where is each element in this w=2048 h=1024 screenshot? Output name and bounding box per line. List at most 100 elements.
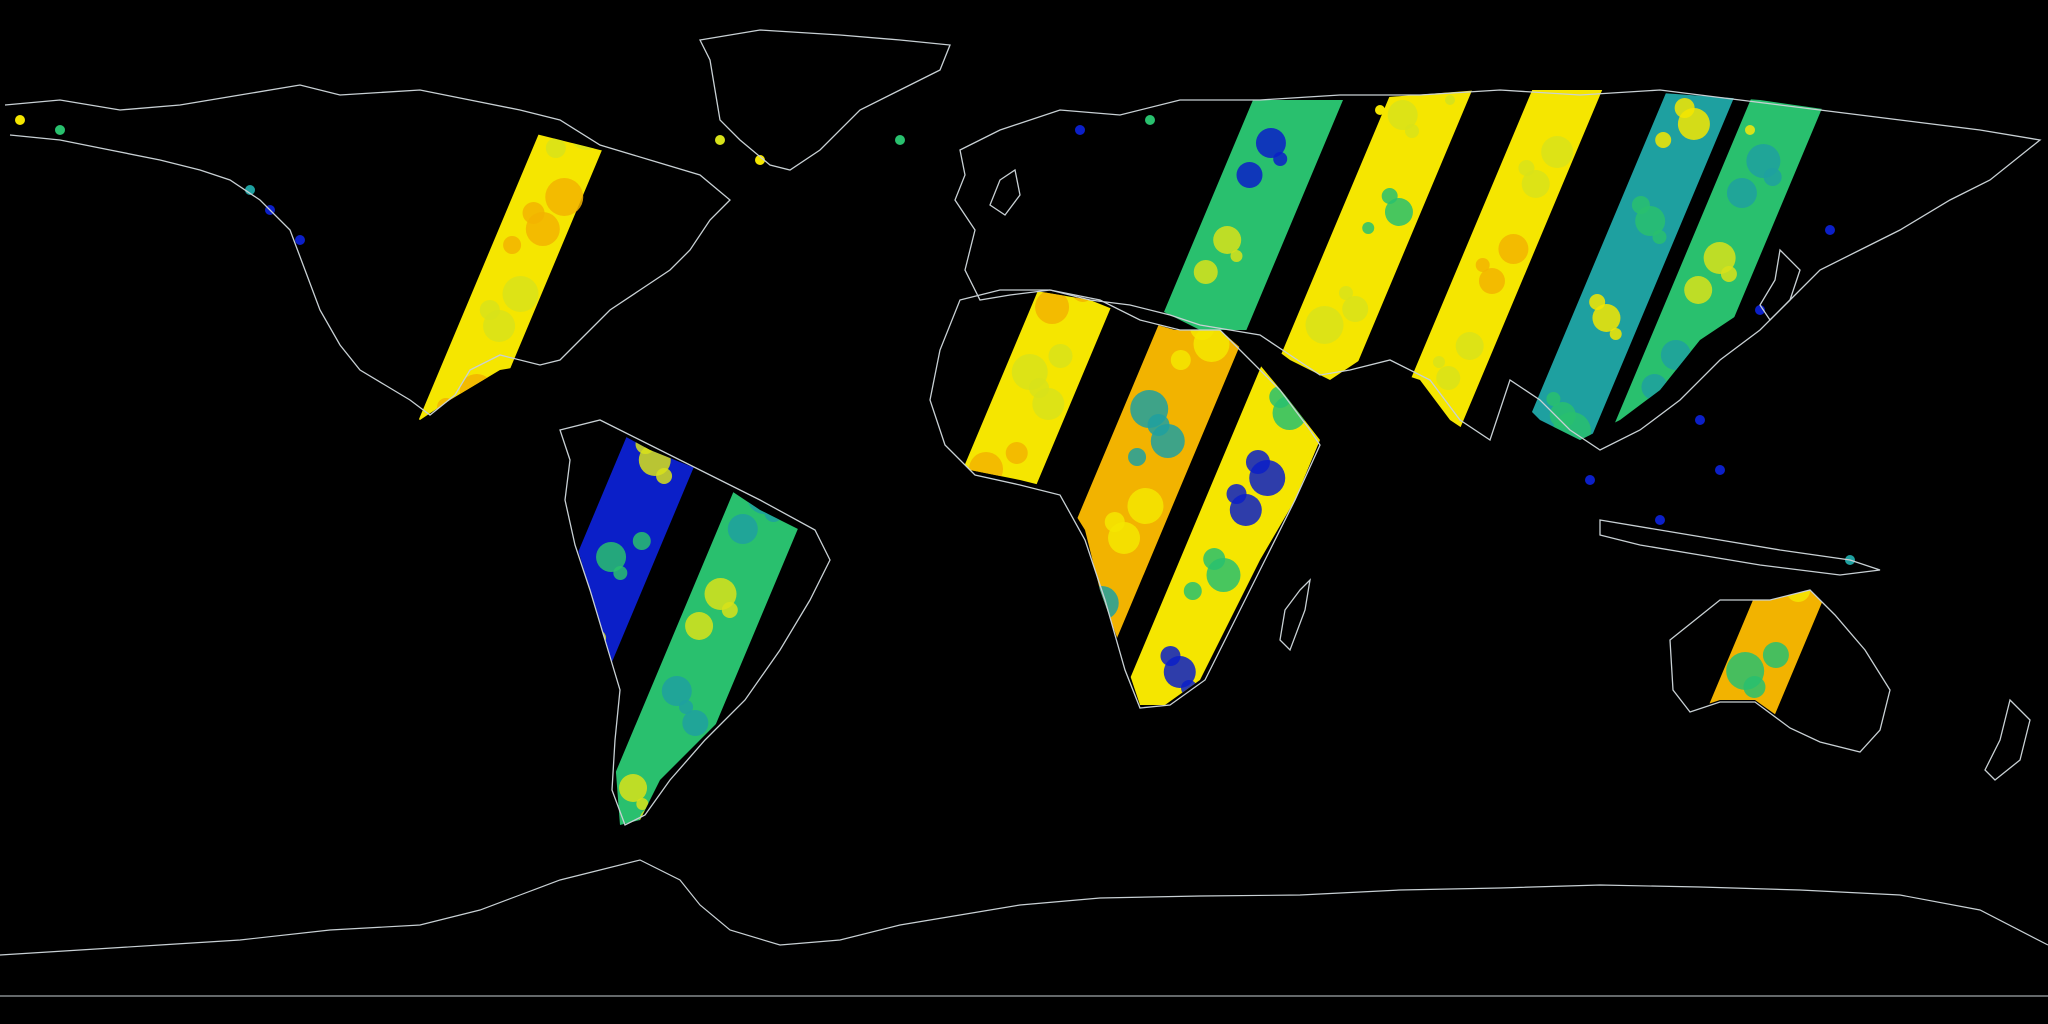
swath-texture	[1584, 680, 1622, 718]
swath-texture	[1299, 394, 1324, 418]
swath-texture	[807, 420, 820, 426]
swath-texture	[873, 244, 893, 264]
swath-texture	[1367, 518, 1379, 530]
swath-texture	[748, 184, 782, 218]
swath-texture	[661, 676, 692, 706]
swath-texture	[1716, 730, 1729, 742]
swath-texture	[590, 630, 607, 646]
swath-texture	[1370, 528, 1394, 552]
coast-new-zealand	[1984, 698, 2031, 781]
swath-texture	[1305, 306, 1344, 344]
swath-texture	[901, 672, 915, 686]
swath-texture	[678, 336, 700, 358]
swath-fill	[950, 90, 1406, 440]
swath-texture	[1255, 128, 1286, 158]
swath-texture	[1272, 396, 1307, 430]
swath-texture	[1138, 778, 1152, 792]
swath-texture	[1635, 206, 1666, 236]
swath-texture	[514, 748, 552, 786]
coast-uk	[989, 168, 1021, 216]
continent-antarctica	[0, 859, 2048, 956]
swath-texture	[1553, 668, 1573, 688]
swath-texture	[682, 346, 716, 380]
swath-texture	[790, 86, 826, 122]
swath-europe-east	[989, 90, 1531, 772]
swath-texture	[1005, 442, 1028, 464]
swath-texture	[1331, 636, 1365, 670]
swath-texture	[1296, 384, 1309, 396]
swath-texture	[1455, 332, 1484, 360]
swath-texture	[1484, 564, 1510, 590]
swath-texture	[1533, 634, 1557, 658]
swath-texture	[1818, 116, 1852, 150]
swath-texture	[1273, 152, 1288, 166]
swath-texture	[1733, 312, 1763, 342]
swath-texture	[1040, 716, 1058, 734]
swath-texture	[1150, 424, 1185, 458]
swath-texture	[1035, 290, 1070, 324]
coastal-fringe	[15, 115, 25, 125]
swath-texture	[570, 664, 583, 676]
swath-texture	[1412, 430, 1439, 440]
swath-texture	[1183, 582, 1202, 600]
swath-texture	[960, 824, 988, 852]
swath-texture	[1684, 498, 1698, 512]
swath-texture	[721, 238, 745, 262]
coast-greenland	[699, 29, 951, 171]
swath-texture	[1678, 364, 1693, 378]
swath-india	[1264, 90, 1796, 782]
swath-texture	[1868, 372, 1884, 388]
swath-texture	[1522, 812, 1554, 844]
swath-texture	[1470, 806, 1506, 842]
swath-texture	[1048, 344, 1073, 368]
coast-europe-asia	[954, 89, 2042, 451]
swath-texture	[1398, 760, 1420, 782]
swath-texture	[613, 566, 628, 580]
coastal-fringe	[755, 155, 765, 165]
swath-texture	[1635, 462, 1647, 474]
swath-texture	[1851, 348, 1883, 380]
swath-texture	[702, 272, 722, 292]
swath-texture	[850, 308, 872, 330]
swath-texture	[1148, 752, 1168, 772]
swath-texture	[398, 506, 426, 534]
swath-texture	[1065, 620, 1096, 650]
swath-texture	[1914, 284, 1944, 314]
coastal-fringe	[895, 135, 905, 145]
coastline-layer	[4, 29, 2042, 826]
swath-texture	[744, 174, 766, 196]
swath-texture	[1230, 250, 1243, 262]
swath-texture	[930, 550, 959, 582]
swath-texture	[440, 408, 471, 420]
swath-texture	[1478, 268, 1505, 294]
swath-texture	[685, 612, 714, 640]
swath-texture	[1376, 440, 1414, 478]
swath-texture	[1193, 326, 1230, 362]
swath-texture	[1575, 536, 1601, 562]
swath-texture	[1618, 438, 1647, 440]
coastal-fringe	[55, 125, 65, 135]
swath-texture	[1608, 616, 1644, 652]
swath-texture	[619, 774, 648, 802]
swath-texture	[1556, 570, 1578, 592]
swath-texture	[1019, 708, 1035, 724]
swath-texture	[1829, 480, 1855, 506]
swath-texture	[1960, 88, 1994, 122]
swath-texture	[1206, 558, 1241, 592]
coastal-fringe	[1145, 115, 1155, 125]
swath-texture	[1128, 448, 1147, 466]
swath-texture	[565, 640, 582, 668]
swath-texture	[1121, 754, 1151, 784]
swath-texture	[1404, 124, 1419, 138]
swath-texture	[727, 514, 758, 544]
swath-texture	[699, 370, 717, 388]
swath-texture	[269, 800, 291, 822]
swath-texture	[838, 844, 864, 870]
swath-texture	[704, 578, 737, 610]
swath-texture	[1046, 628, 1078, 660]
swath-texture	[1342, 296, 1369, 322]
swath-texture	[1806, 544, 1834, 572]
swath-texture	[1565, 714, 1599, 748]
swath-texture	[1677, 108, 1710, 140]
